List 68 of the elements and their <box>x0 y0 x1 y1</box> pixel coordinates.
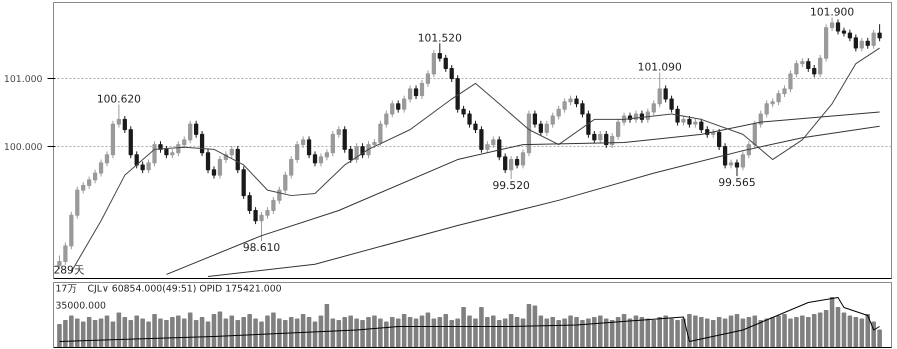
y-tick-label: 100.000 <box>4 142 43 154</box>
candlestick <box>717 128 722 151</box>
candlestick <box>574 95 579 108</box>
annotation: 101.090 <box>638 60 682 74</box>
annotation: 98.610 <box>242 241 280 254</box>
candlestick <box>734 159 740 177</box>
candlestick <box>610 132 614 148</box>
candlestick <box>479 126 484 154</box>
candlestick <box>396 100 400 114</box>
candlestick <box>514 156 520 169</box>
annotation: 99.565 <box>718 176 756 190</box>
candlestick <box>98 159 104 178</box>
candlestick <box>866 37 870 50</box>
line-series <box>166 111 880 275</box>
candlestick <box>146 159 151 174</box>
candlestick <box>414 84 418 100</box>
candlestick <box>508 156 514 180</box>
candlestick <box>384 110 388 128</box>
candlestick <box>794 60 799 78</box>
candlestick <box>877 24 882 42</box>
candlestick <box>592 130 596 144</box>
candlestick <box>473 120 478 134</box>
candlestick <box>687 116 692 128</box>
annotation: 100.620 <box>96 92 142 106</box>
candlestick <box>306 136 312 159</box>
candlestick <box>491 136 496 148</box>
candlestick <box>164 145 169 159</box>
candlestick <box>854 34 858 52</box>
annotation: 289天 <box>54 264 85 276</box>
candlestick <box>390 100 394 118</box>
y-tick-label: 101.000 <box>4 74 43 86</box>
candlestick <box>580 100 585 118</box>
candlestick <box>788 70 793 93</box>
annotation: 35000.000 <box>56 300 106 312</box>
candlestick <box>87 176 92 190</box>
annotation: 101.520 <box>418 31 462 44</box>
candlestick <box>450 64 454 83</box>
text: 17万 <box>56 284 76 294</box>
candlestick <box>206 148 210 174</box>
candlestick <box>782 84 787 98</box>
candlestick <box>812 64 816 78</box>
candlestick <box>616 118 620 140</box>
candlestick <box>485 140 490 154</box>
candlestick <box>212 166 216 180</box>
annotation: 99.520 <box>492 179 530 192</box>
candlestick <box>259 211 264 242</box>
candlestick <box>265 206 270 220</box>
candlestick <box>681 116 686 126</box>
candlestick <box>312 150 318 167</box>
candlestick <box>722 142 728 169</box>
candlestick <box>116 104 122 128</box>
candlestick <box>420 80 424 100</box>
annotation: 101.900 <box>810 5 854 18</box>
candlestick <box>604 130 608 148</box>
candlestick <box>152 140 157 167</box>
candlestick <box>860 37 864 52</box>
candlestick <box>836 18 840 35</box>
line-series <box>208 126 880 277</box>
candlestick <box>806 58 810 72</box>
chart-title: CJL∨ 60854.000(49:51) OPID 175421.000 <box>88 284 282 294</box>
candlestick <box>520 148 526 169</box>
candlestick <box>104 150 110 167</box>
candlestick <box>848 29 852 42</box>
candlestick <box>318 152 324 167</box>
candlestick <box>598 130 602 144</box>
candlestick <box>872 29 876 50</box>
candlestick <box>92 169 98 184</box>
candlestick <box>467 110 472 128</box>
